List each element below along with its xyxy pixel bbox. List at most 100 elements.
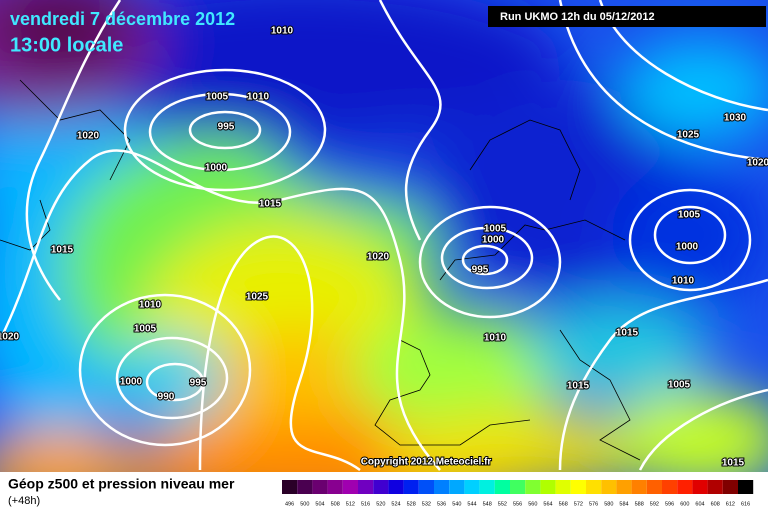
isobar-label: 1010 [672, 276, 695, 287]
scale-label: 588 [635, 501, 644, 507]
scale-swatch [540, 480, 556, 494]
copyright: Copyright 2012 Meteociel.fr [361, 457, 492, 468]
isobar-label: 1000 [205, 163, 228, 174]
scale-swatch [646, 480, 662, 494]
footer-title: Géop z500 et pression niveau mer [8, 476, 235, 492]
scale-label: 584 [619, 501, 628, 507]
isobar-label: 1005 [678, 210, 701, 221]
scale-label: 592 [650, 501, 659, 507]
run-box [488, 6, 766, 27]
isobar-label: 995 [190, 378, 207, 389]
scale-label: 548 [483, 501, 492, 507]
scale-swatch [327, 480, 343, 494]
scale-swatch [738, 480, 754, 494]
isobar-label: 1015 [616, 328, 639, 339]
scale-swatch [418, 480, 434, 494]
scale-swatch [297, 480, 313, 494]
isobars [0, 0, 768, 472]
scale-label: 604 [695, 501, 704, 507]
scale-label: 572 [574, 501, 583, 507]
scale-label: 516 [361, 501, 370, 507]
isobar-label: 1015 [567, 381, 590, 392]
isobar-label: 1010 [271, 26, 294, 37]
isobar-label: 995 [472, 265, 489, 276]
run-info: Run UKMO 12h du 05/12/2012 [500, 11, 655, 23]
scale-swatch [601, 480, 617, 494]
scale-swatch [707, 480, 723, 494]
scale-swatch [722, 480, 738, 494]
scale-label: 504 [315, 501, 324, 507]
isobar-label: 1015 [722, 458, 745, 469]
isobar-label: 995 [218, 122, 235, 133]
isobar-label: 1025 [677, 130, 700, 141]
forecast-date: vendredi 7 décembre 2012 [10, 9, 235, 29]
scale-label: 528 [407, 501, 416, 507]
scale-swatch [464, 480, 480, 494]
isobar-label: 1000 [676, 242, 699, 253]
isobar-label: 1010 [139, 300, 162, 311]
scale-label: 536 [437, 501, 446, 507]
scale-swatch [616, 480, 632, 494]
isobar-label: 1000 [482, 235, 505, 246]
scale-swatch [449, 480, 465, 494]
scale-swatch [494, 480, 510, 494]
scale-label: 496 [285, 501, 294, 507]
scale-swatch [434, 480, 450, 494]
scale-swatch [388, 480, 404, 494]
scale-swatch [525, 480, 541, 494]
scale-swatch [692, 480, 708, 494]
scale-label: 552 [498, 501, 507, 507]
scale-label: 560 [528, 501, 537, 507]
isobar-label: 1015 [51, 245, 74, 256]
isobar-label: 1000 [120, 377, 143, 388]
scale-label: 616 [741, 501, 750, 507]
scale-swatch [342, 480, 358, 494]
scale-swatch [282, 480, 298, 494]
scale-label: 512 [346, 501, 355, 507]
isobar-label: 1030 [724, 113, 747, 124]
scale-label: 580 [604, 501, 613, 507]
isobar-label: 1005 [668, 380, 691, 391]
scale-label: 612 [726, 501, 735, 507]
scale-swatch [312, 480, 328, 494]
forecast-lead: (+48h) [8, 495, 40, 507]
isobar-label: 1015 [259, 199, 282, 210]
scale-swatch [631, 480, 647, 494]
scale-swatch [586, 480, 602, 494]
scale-label: 608 [711, 501, 720, 507]
scale-label: 596 [665, 501, 674, 507]
scale-label: 524 [391, 501, 400, 507]
scale-swatch [373, 480, 389, 494]
scale-label: 556 [513, 501, 522, 507]
scale-swatch [570, 480, 586, 494]
scale-swatch [479, 480, 495, 494]
scale-swatch [358, 480, 374, 494]
forecast-time: 13:00 locale [10, 34, 123, 56]
isobar-label: 1005 [206, 92, 229, 103]
isobar-label: 1025 [246, 292, 269, 303]
isobar-label: 1020 [0, 332, 20, 343]
scale-label: 540 [452, 501, 461, 507]
isobar-label: 990 [158, 392, 175, 403]
scale-label: 520 [376, 501, 385, 507]
scale-label: 532 [422, 501, 431, 507]
isobar-label: 1020 [77, 131, 100, 142]
scale-label: 600 [680, 501, 689, 507]
isobar-label: 1020 [367, 252, 390, 263]
isobar-label: 1005 [134, 324, 157, 335]
scale-swatch [510, 480, 526, 494]
scale-label: 544 [467, 501, 476, 507]
coastlines [0, 79, 641, 461]
scale-label: 508 [331, 501, 340, 507]
scale-swatch [662, 480, 678, 494]
isobar-label: 1020 [747, 158, 768, 169]
scale-swatch [677, 480, 693, 494]
scale-swatch [555, 480, 571, 494]
scale-label: 568 [559, 501, 568, 507]
scale-label: 564 [543, 501, 552, 507]
isobar-label: 1010 [247, 92, 270, 103]
scale-label: 576 [589, 501, 598, 507]
